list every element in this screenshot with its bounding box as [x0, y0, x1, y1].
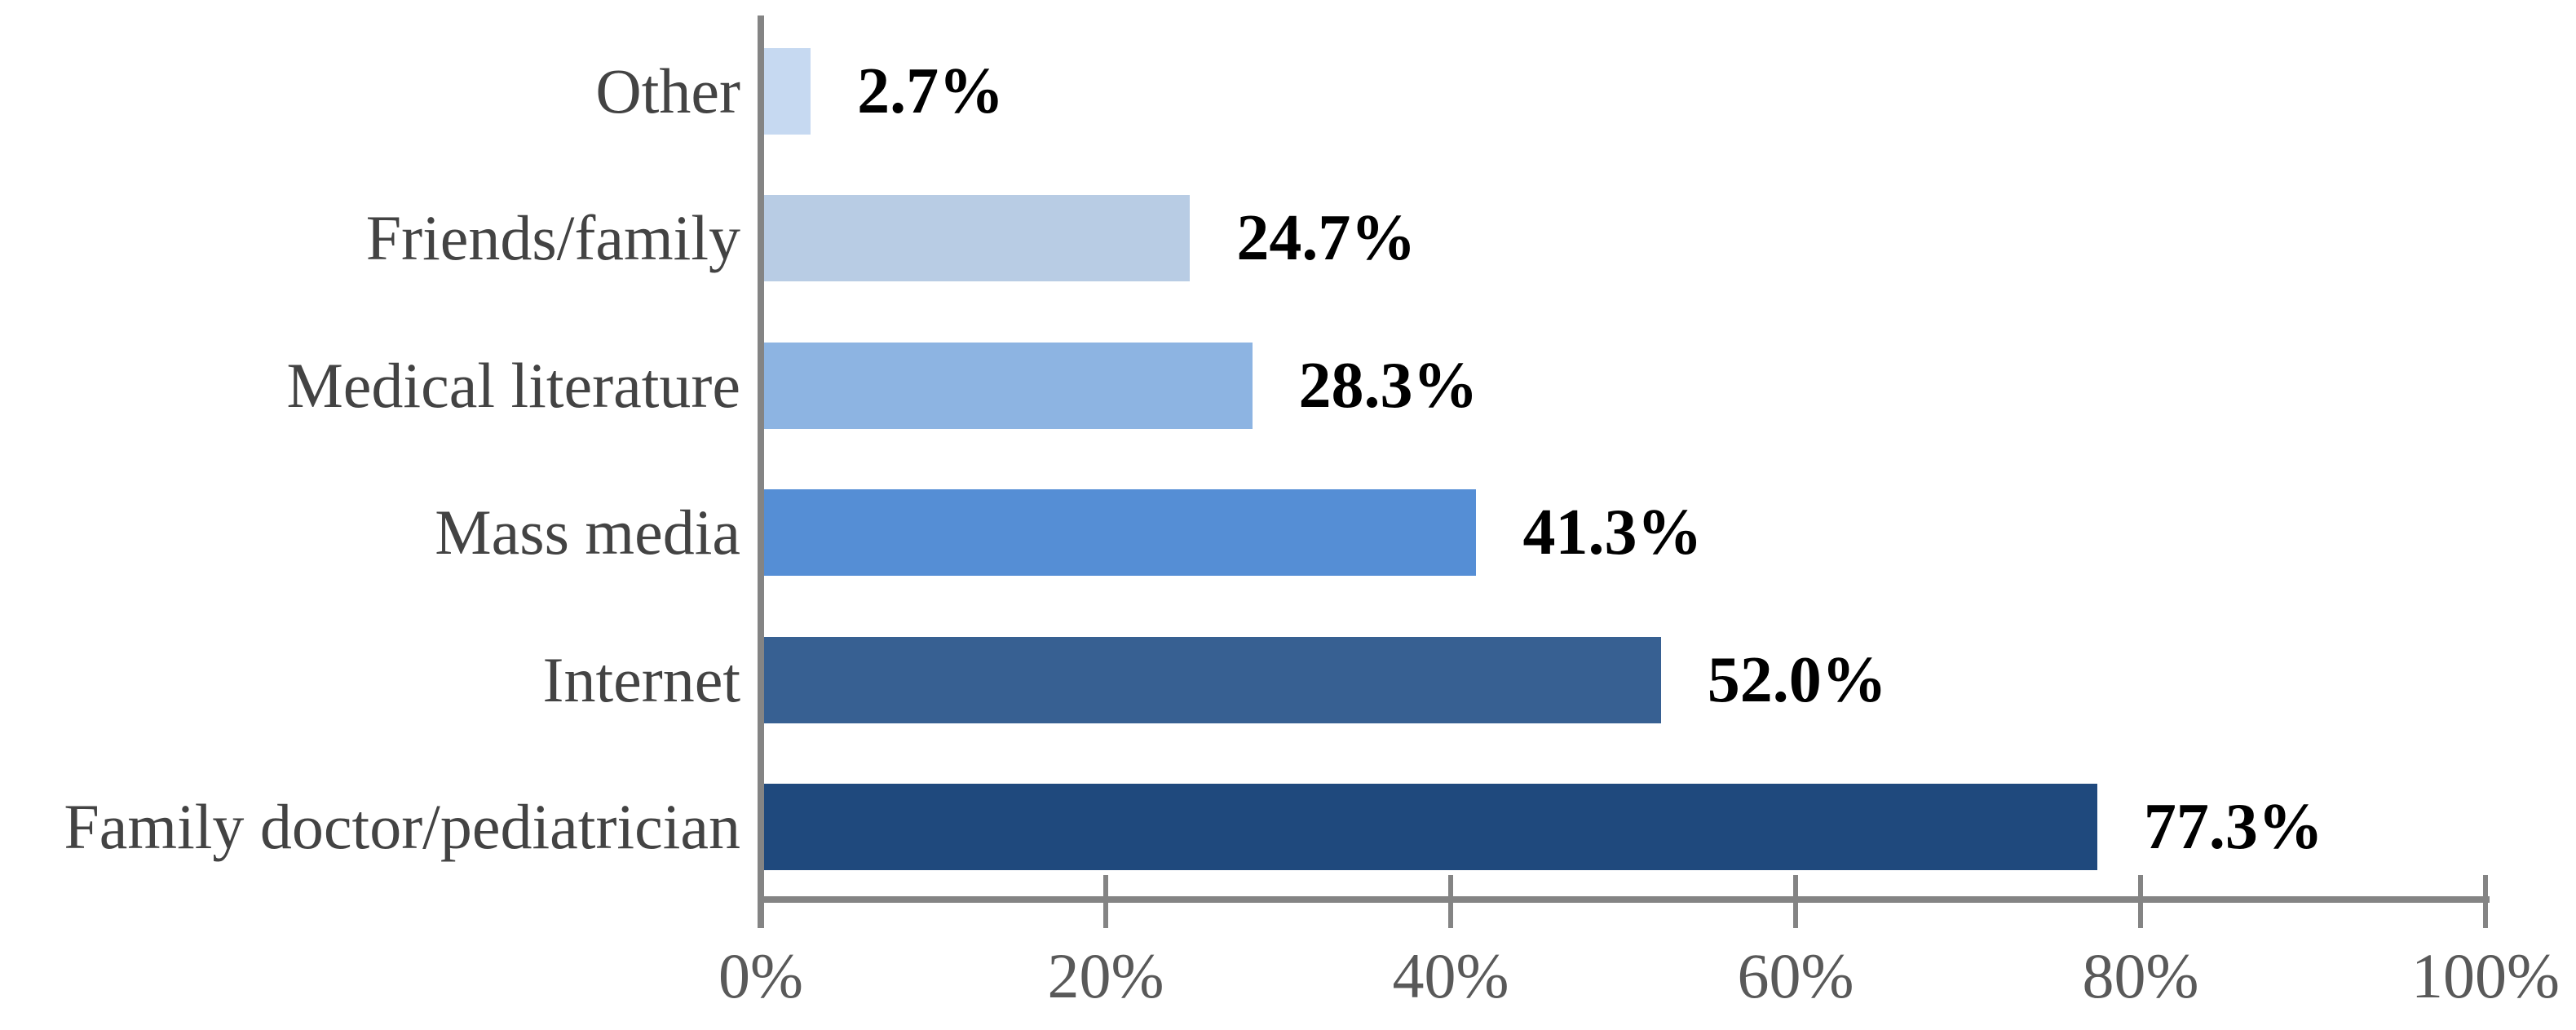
bar	[764, 48, 811, 135]
bar	[764, 636, 1661, 723]
bar-value-label: 24.7%	[1236, 202, 1416, 275]
bar-value-label: 77.3%	[2143, 791, 2323, 863]
bar-value-label: 28.3%	[1298, 349, 1478, 422]
category-label: Friends/family	[365, 202, 740, 274]
bar	[764, 195, 1191, 282]
bar-value-label: 41.3%	[1522, 497, 1703, 569]
x-axis-line	[758, 896, 2490, 903]
x-tick-mark	[2138, 875, 2143, 928]
bar-value-label: 52.0%	[1707, 643, 1887, 716]
x-tick-label: 20%	[1047, 940, 1164, 1011]
x-tick-label: 40%	[1392, 940, 1509, 1011]
category-label: Medical literature	[286, 349, 740, 421]
category-label: Mass media	[435, 497, 740, 568]
x-tick-label: 0%	[718, 940, 803, 1011]
category-label: Internet	[542, 643, 740, 715]
bar-value-label: 2.7%	[857, 55, 1005, 127]
x-tick-label: 60%	[1737, 940, 1854, 1011]
x-tick-label: 100%	[2411, 940, 2560, 1011]
category-label: Other	[595, 55, 740, 126]
x-tick-mark	[1793, 875, 1798, 928]
x-tick-mark	[1448, 875, 1453, 928]
bar	[764, 784, 2097, 870]
x-tick-mark	[2483, 875, 2488, 928]
y-axis-line	[758, 15, 764, 928]
x-tick-mark	[1103, 875, 1108, 928]
category-label: Family doctor/pediatrician	[64, 791, 740, 862]
bar	[764, 489, 1477, 577]
bar	[764, 342, 1253, 429]
x-tick-label: 80%	[2082, 940, 2199, 1011]
